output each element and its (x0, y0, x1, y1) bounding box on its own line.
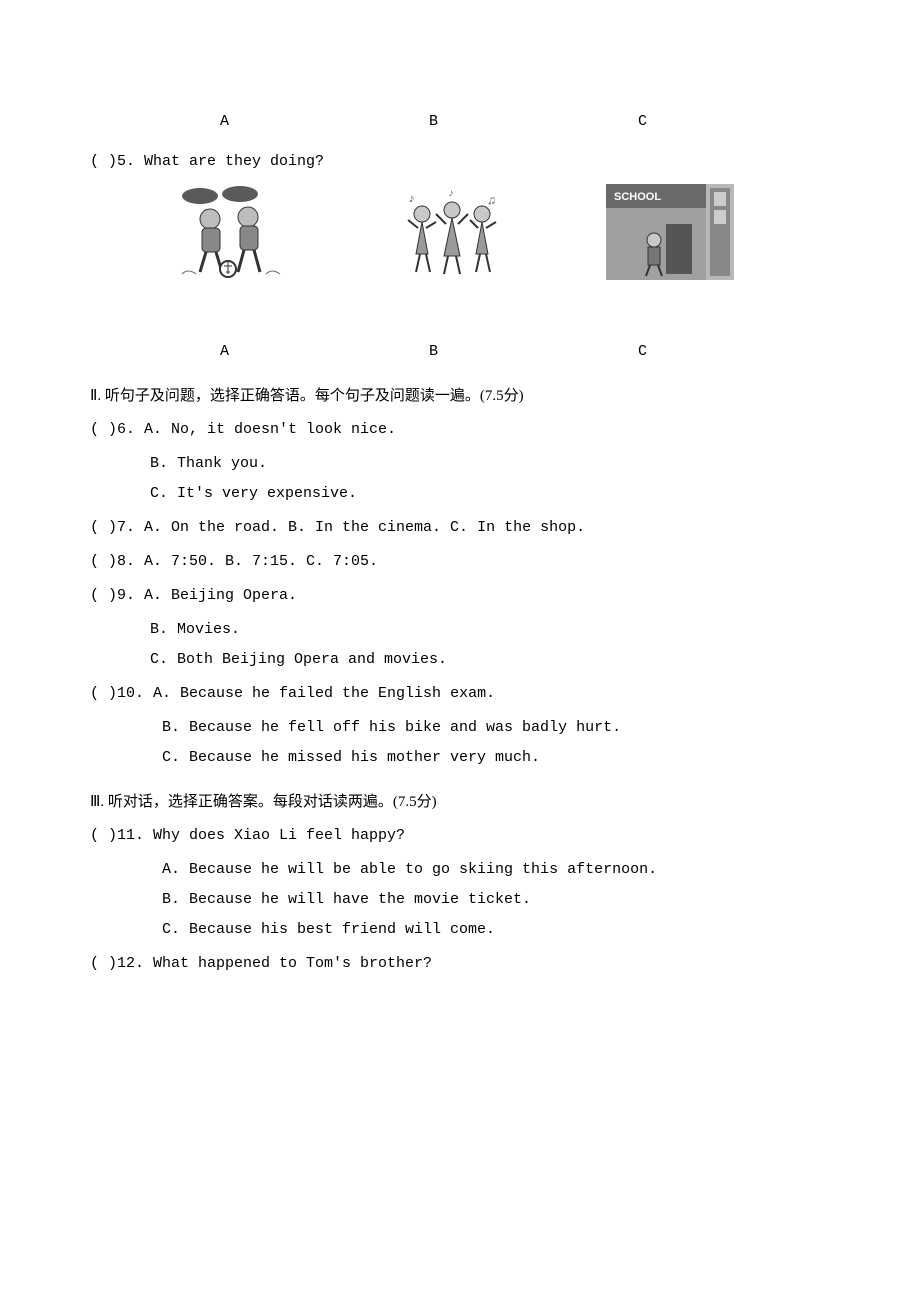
q5-img-a (170, 184, 298, 280)
q10-opt-c: C. Because he missed his mother very muc… (90, 746, 830, 770)
q11-opt-c: C. Because his best friend will come. (90, 918, 830, 942)
label-a: A (220, 110, 229, 134)
q9-opt-c: C. Both Beijing Opera and movies. (90, 648, 830, 672)
q6-prefix: ( )6. (90, 421, 144, 438)
label-c: C (638, 110, 647, 134)
label-b: B (429, 110, 438, 134)
q5-prefix: ( )5. (90, 153, 144, 170)
girls-dancing-icon: ♪ ♫ ♪ (388, 184, 516, 280)
q6-opt-a: A. No, it doesn't look nice. (144, 421, 396, 438)
q6-opt-b: B. Thank you. (90, 452, 830, 476)
question-9: ( )9. A. Beijing Opera. (90, 584, 830, 608)
top-spacer (90, 80, 830, 110)
q5-img-b: ♪ ♫ ♪ (388, 184, 516, 280)
label-row-q5: A B C (90, 340, 830, 364)
q6-opt-c: C. It's very expensive. (90, 482, 830, 506)
q9-prefix: ( )9. (90, 587, 144, 604)
school-building-icon: SCHOOL (606, 184, 734, 280)
svg-text:♪: ♪ (408, 192, 415, 206)
boys-playing-icon (170, 184, 298, 280)
q5-label-b: B (429, 340, 438, 364)
q5-images: ♪ ♫ ♪ SCHOOL (90, 184, 830, 280)
q11-text: Why does Xiao Li feel happy? (153, 827, 405, 844)
question-6: ( )6. A. No, it doesn't look nice. (90, 418, 830, 442)
q10-prefix: ( )10. (90, 685, 153, 702)
q10-opt-a: A. Because he failed the English exam. (153, 685, 495, 702)
q11-opt-a: A. Because he will be able to go skiing … (90, 858, 830, 882)
q11-opt-b: B. Because he will have the movie ticket… (90, 888, 830, 912)
q11-prefix: ( )11. (90, 827, 153, 844)
section-2-header: Ⅱ. 听句子及问题，选择正确答语。每个句子及问题读一遍。(7.5分) (90, 384, 830, 408)
q5-img-c: SCHOOL (606, 184, 734, 280)
q9-opt-a: A. Beijing Opera. (144, 587, 297, 604)
section-3-header: Ⅲ. 听对话，选择正确答案。每段对话读两遍。(7.5分) (90, 790, 830, 814)
question-7: ( )7. A. On the road. B. In the cinema. … (90, 516, 830, 540)
q12-prefix: ( )12. (90, 955, 153, 972)
label-row-1: A B C (90, 110, 830, 134)
question-5: ( )5. What are they doing? (90, 150, 830, 174)
q10-opt-b: B. Because he fell off his bike and was … (90, 716, 830, 740)
svg-text:♪: ♪ (448, 189, 454, 200)
question-12: ( )12. What happened to Tom's brother? (90, 952, 830, 976)
question-8: ( )8. A. 7:50. B. 7:15. C. 7:05. (90, 550, 830, 574)
question-10: ( )10. A. Because he failed the English … (90, 682, 830, 706)
q5-label-c: C (638, 340, 647, 364)
q9-opt-b: B. Movies. (90, 618, 830, 642)
svg-text:♫: ♫ (488, 194, 495, 208)
svg-text:SCHOOL: SCHOOL (614, 191, 661, 203)
q12-text: What happened to Tom's brother? (153, 955, 432, 972)
q5-text: What are they doing? (144, 153, 324, 170)
q5-label-a: A (220, 340, 229, 364)
question-11: ( )11. Why does Xiao Li feel happy? (90, 824, 830, 848)
